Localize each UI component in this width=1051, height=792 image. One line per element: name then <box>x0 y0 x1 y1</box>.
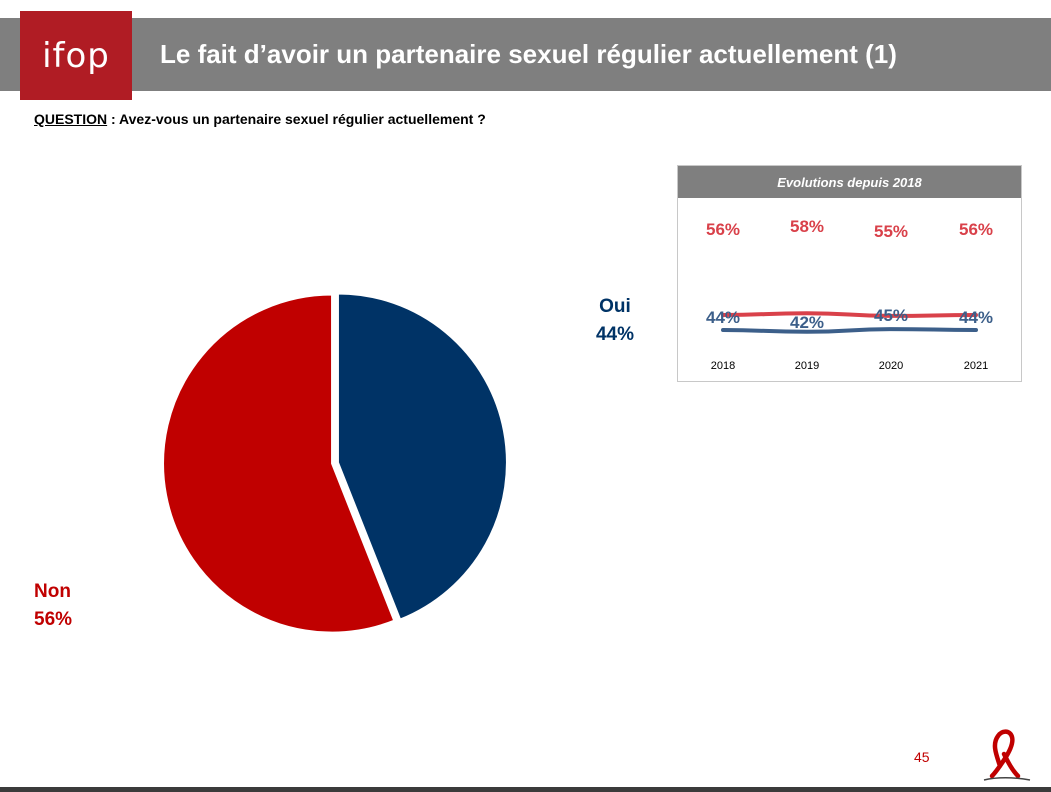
evolution-value-label: 56% <box>959 220 993 239</box>
evolution-year-label: 2021 <box>964 360 988 372</box>
sidaction-logo <box>983 729 1031 781</box>
question-label: QUESTION <box>34 111 108 127</box>
page-number: 45 <box>914 749 930 765</box>
evolution-value-label: 55% <box>874 222 908 241</box>
non-label-name: Non <box>34 581 71 602</box>
evolution-title: Evolutions depuis 2018 <box>678 166 1021 198</box>
oui-label-name: Oui <box>599 296 631 317</box>
evolution-line-oui <box>721 327 978 334</box>
slide-title: Le fait d’avoir un partenaire sexuel rég… <box>160 39 897 69</box>
evolution-year-label: 2020 <box>879 360 903 372</box>
question-line: QUESTION : Avez-vous un partenaire sexue… <box>34 111 486 127</box>
evolution-value-label: 44% <box>706 308 740 327</box>
evolution-value-label: 42% <box>790 313 824 332</box>
evolution-value-label: 45% <box>874 306 908 325</box>
pie-chart <box>162 292 508 634</box>
header-bar <box>0 18 1051 91</box>
evolution-line-chart: 56% 58% 55% 56% 44% 42% 45% 44% 2018 2019 2020 2021 <box>706 217 993 372</box>
evolution-year-label: 2019 <box>795 360 819 372</box>
oui-label: Oui 44% <box>580 293 650 349</box>
non-label: Non 56% <box>34 578 72 634</box>
oui-label-value: 44% <box>595 324 635 345</box>
question-text: : Avez-vous un partenaire sexuel régulie… <box>107 111 486 127</box>
evolution-line-non <box>721 311 978 318</box>
pie-slice-oui <box>336 292 508 621</box>
evolution-value-label: 58% <box>790 217 824 236</box>
footer-line <box>0 787 1051 792</box>
evolution-year-label: 2018 <box>711 360 735 372</box>
pie-slice-non <box>162 293 396 634</box>
non-label-value: 56% <box>34 609 73 630</box>
evolution-panel: Evolutions depuis 2018 56% 58% 55% 56% 44% 42… <box>677 165 1022 382</box>
logo-text: ifop <box>42 35 110 76</box>
evolution-value-label: 44% <box>959 308 993 327</box>
ifop-logo: ifop <box>20 11 132 100</box>
evolution-value-label: 56% <box>706 220 740 239</box>
